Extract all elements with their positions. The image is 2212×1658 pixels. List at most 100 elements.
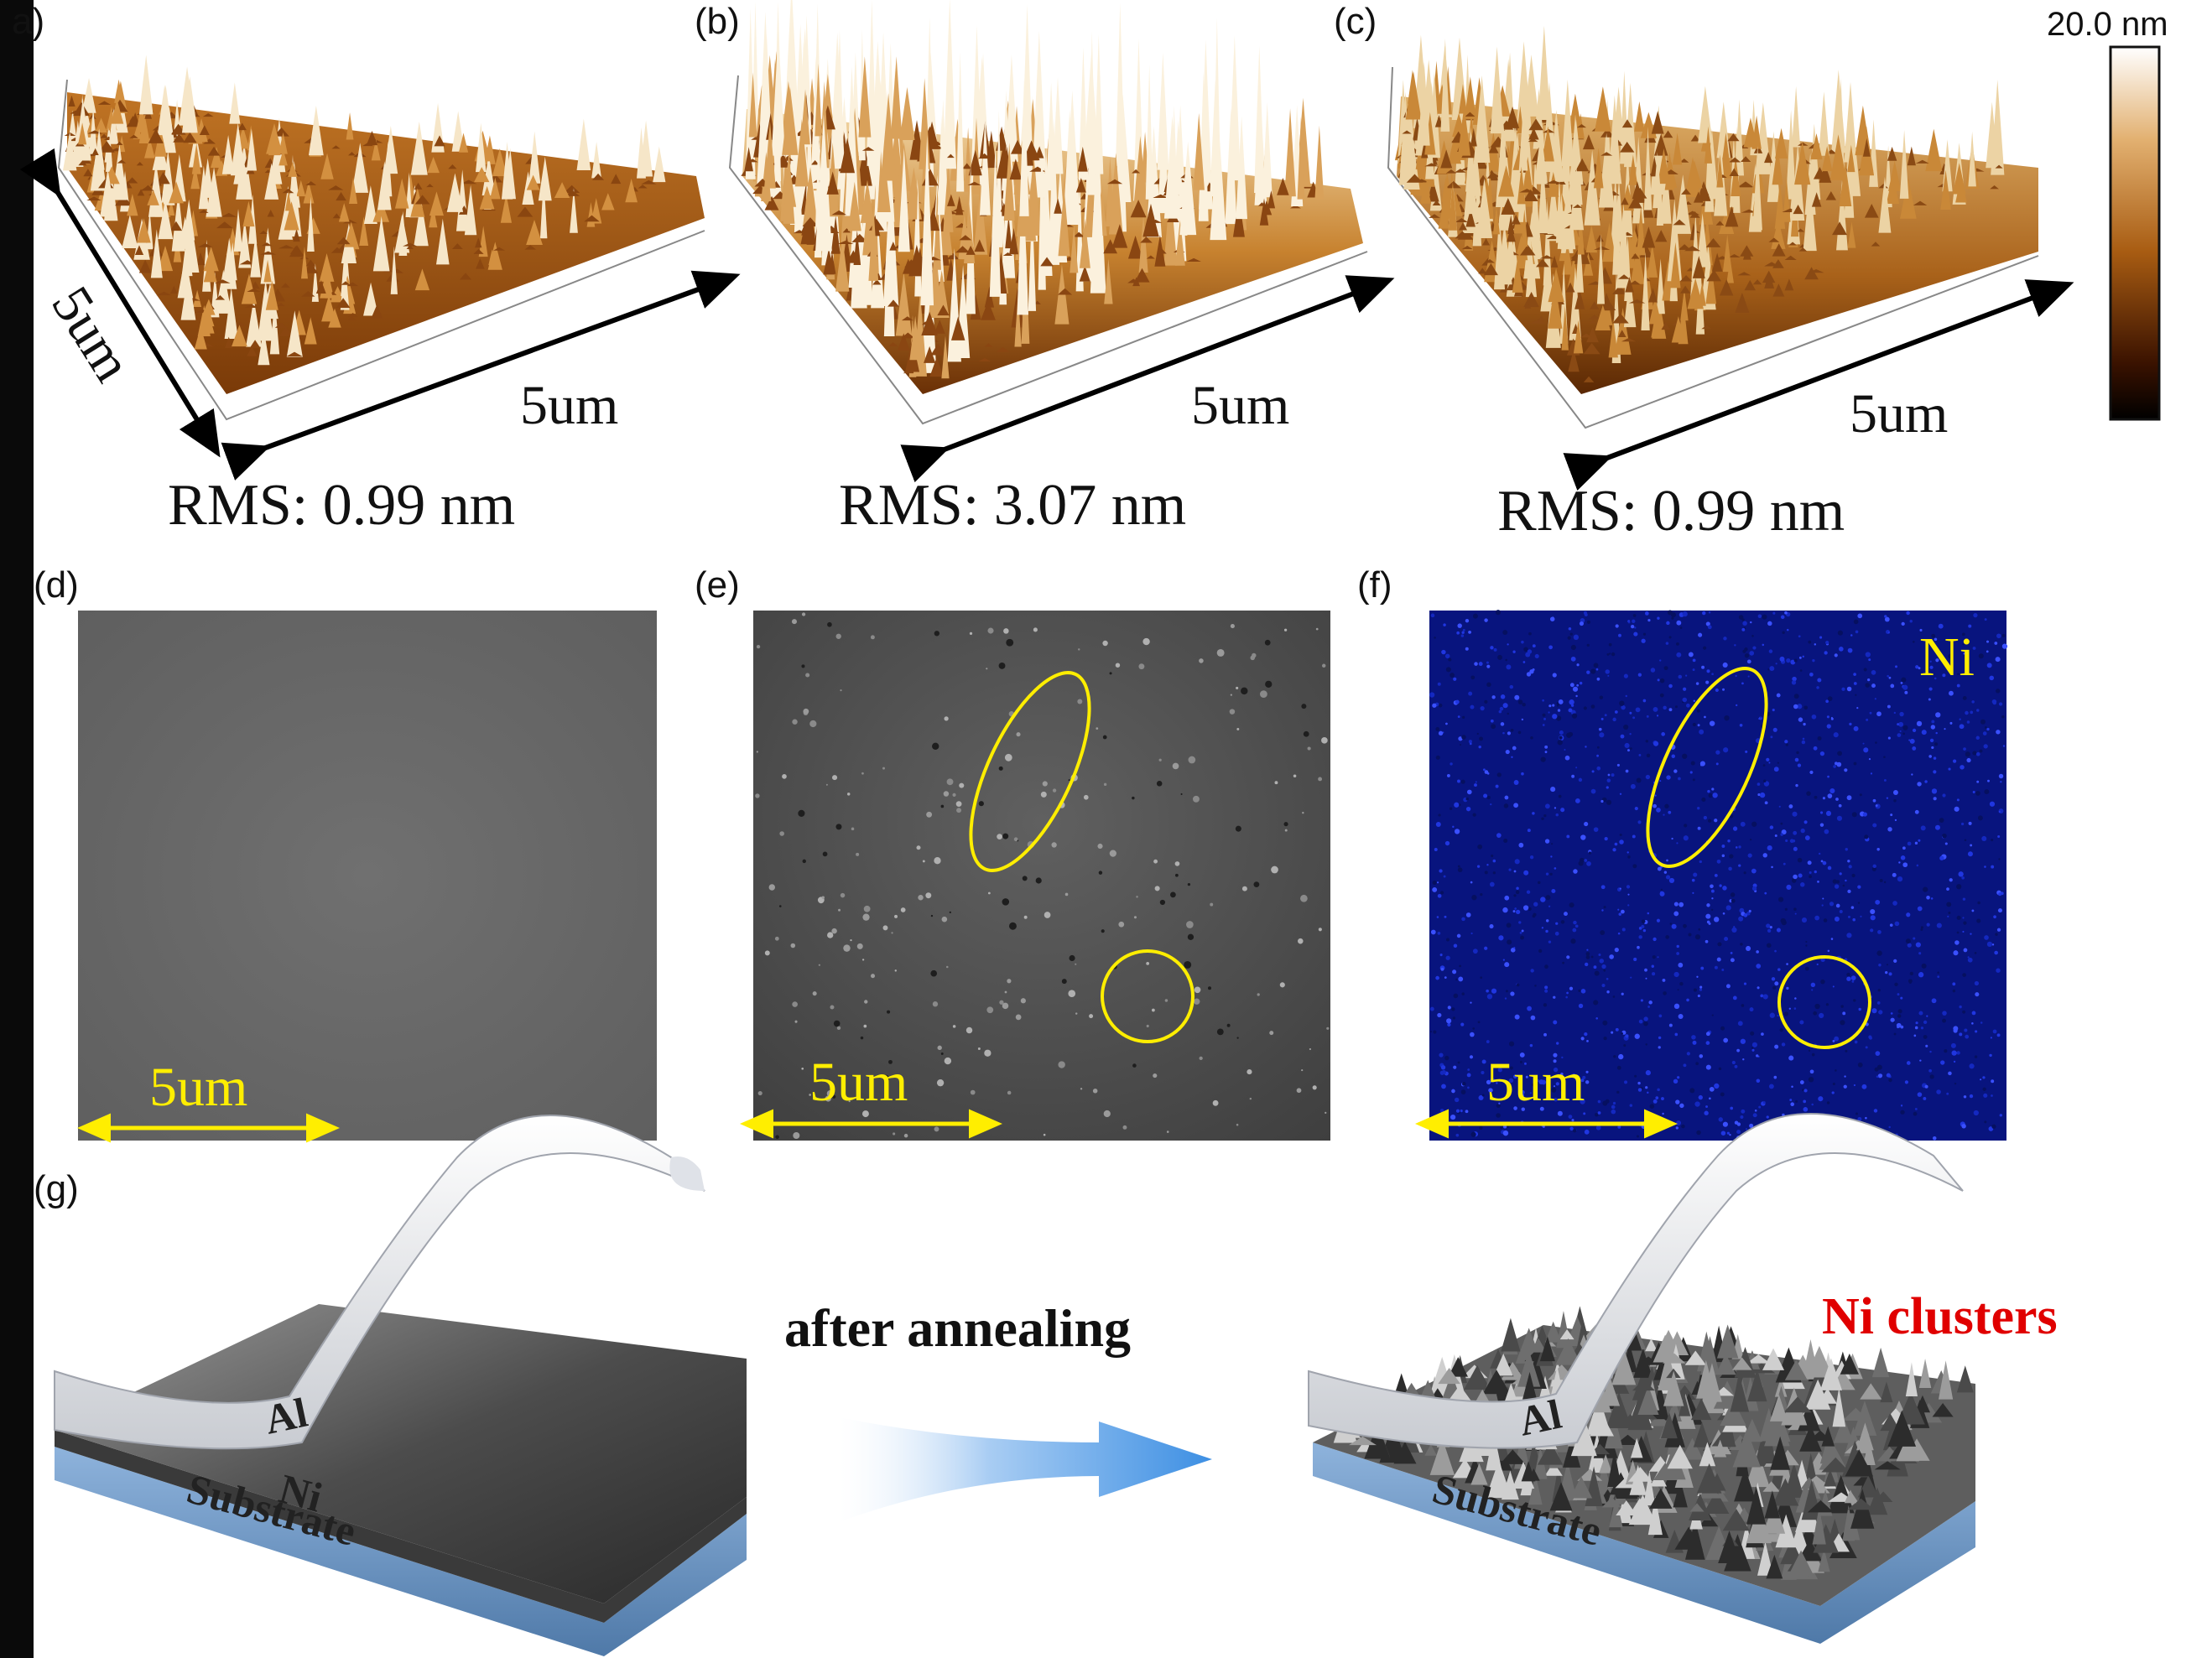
panel-f-speck bbox=[1596, 746, 1600, 749]
panel-f-speck bbox=[1613, 1055, 1616, 1058]
panel-f-speck bbox=[1692, 1040, 1697, 1045]
panel-f-speck bbox=[1994, 950, 1998, 955]
panel-e-speck bbox=[805, 673, 810, 678]
panel-a-peak bbox=[363, 185, 377, 225]
panel-f-speck bbox=[1555, 1082, 1559, 1086]
panel-a-peak bbox=[458, 205, 470, 215]
panel-e-speck bbox=[932, 742, 939, 751]
panel-f-speck bbox=[1621, 1032, 1623, 1035]
ni-cluster-peak bbox=[1674, 1526, 1703, 1550]
panel-f-speck bbox=[1741, 1109, 1746, 1114]
panel-c-peak bbox=[1788, 242, 1797, 246]
panel-f-speck bbox=[1857, 902, 1861, 904]
panel-f-speck bbox=[1532, 644, 1536, 648]
panel-f-speck bbox=[1689, 1088, 1695, 1094]
panel-f-speck bbox=[1638, 1019, 1643, 1024]
panel-f-speck bbox=[1777, 968, 1781, 971]
panel-f-speck bbox=[1805, 940, 1808, 943]
panel-b-peak bbox=[826, 171, 839, 195]
panel-f-speck bbox=[1865, 1046, 1868, 1049]
panel-c-peak bbox=[1798, 247, 1808, 252]
panel-f-speck bbox=[1593, 1000, 1599, 1006]
panel-e-speck bbox=[1008, 922, 1017, 930]
panel-f-speck bbox=[1937, 975, 1940, 979]
panel-b-peak bbox=[1153, 194, 1169, 198]
panel-f-speck bbox=[1603, 969, 1606, 972]
panel-f-speck bbox=[1856, 707, 1859, 709]
panel-c-peak bbox=[1794, 141, 1811, 185]
panel-f-speck bbox=[1523, 870, 1529, 876]
ni-cluster-peak bbox=[1664, 1412, 1685, 1448]
panel-f-speck bbox=[1498, 1102, 1501, 1104]
ni-cluster-peak bbox=[1620, 1413, 1641, 1427]
panel-f-speck bbox=[1616, 1090, 1620, 1094]
panel-f-speck bbox=[1652, 937, 1657, 942]
panel-c-peak bbox=[1678, 244, 1691, 250]
panel-f-speck bbox=[1827, 949, 1830, 953]
panel-f-speck bbox=[1762, 994, 1768, 1000]
panel-f-speck bbox=[1846, 933, 1852, 938]
panel-c-peak bbox=[1632, 187, 1647, 199]
panel-f-speck bbox=[1786, 884, 1792, 890]
panel-f-speck bbox=[1692, 778, 1695, 782]
panel-f-speck bbox=[1811, 1103, 1814, 1106]
panel-f-speck bbox=[1925, 1044, 1928, 1047]
panel-f-speck bbox=[1618, 633, 1621, 637]
ni-cluster-peak bbox=[1711, 1429, 1736, 1447]
panel-f-speck bbox=[1486, 994, 1493, 1000]
panel-a-peak bbox=[308, 105, 324, 156]
panel-f-speck bbox=[1430, 1031, 1433, 1033]
panel-f-speck bbox=[1884, 616, 1890, 622]
panel-e-speck bbox=[755, 793, 760, 798]
panel-c-peak bbox=[1651, 111, 1664, 134]
panel-c-peak bbox=[1690, 134, 1700, 142]
panel-f-speck bbox=[1801, 740, 1806, 745]
panel-f-speck bbox=[1997, 908, 2002, 913]
panel-f-speck bbox=[1624, 1080, 1628, 1084]
panel-f-speck bbox=[1839, 909, 1843, 914]
panel-c-x-arrow bbox=[1563, 279, 2074, 491]
panel-f-speck bbox=[1986, 640, 1990, 643]
panel-c-peak bbox=[1600, 152, 1613, 156]
panel-f-speck bbox=[1917, 782, 1922, 787]
panel-f-speck bbox=[1766, 757, 1770, 762]
panel-f-speck bbox=[1793, 694, 1799, 699]
panel-c-peak bbox=[1692, 256, 1705, 278]
panel-e-speck bbox=[775, 1135, 779, 1140]
ni-cluster-peak bbox=[1663, 1353, 1686, 1364]
panel-f-speck bbox=[1954, 806, 1960, 812]
panel-f-speck bbox=[1709, 1086, 1715, 1092]
panel-f-speck bbox=[1661, 732, 1666, 736]
panel-f-speck bbox=[1928, 698, 1931, 701]
panel-f-speck bbox=[1451, 1007, 1455, 1011]
panel-f-speck bbox=[1569, 902, 1574, 908]
panel-f-speck bbox=[1749, 1123, 1754, 1128]
panel-f-speck bbox=[1870, 908, 1876, 915]
panel-f-speck bbox=[1439, 891, 1444, 895]
panel-f-speck bbox=[1564, 912, 1568, 917]
panel-a-peak bbox=[129, 116, 137, 122]
panel-f-speck bbox=[1809, 1069, 1814, 1074]
panel-c-peak bbox=[1679, 159, 1689, 163]
panel-b-x-dim: 5um bbox=[1191, 375, 1289, 436]
panel-d: (d) 5um bbox=[34, 564, 657, 1143]
panel-f-speck bbox=[1890, 1012, 1893, 1015]
panel-f-speck bbox=[1970, 933, 1972, 935]
panel-c-peak bbox=[1792, 86, 1801, 148]
panel-f-speck bbox=[1770, 735, 1773, 739]
panel-f-speck bbox=[1514, 859, 1520, 865]
panel-f-speck bbox=[1460, 634, 1465, 637]
panel-a-peak bbox=[479, 185, 495, 210]
panel-f-speck bbox=[1836, 761, 1842, 767]
panel-f-speck bbox=[1963, 948, 1968, 953]
ni-cluster-peak bbox=[1714, 1439, 1727, 1458]
panel-f-speck bbox=[1948, 911, 1951, 914]
ni-cluster-peak bbox=[1716, 1324, 1739, 1359]
panel-f-speck bbox=[1486, 795, 1491, 800]
panel-b-peak bbox=[1262, 101, 1273, 198]
panel-e-speck bbox=[1174, 861, 1180, 866]
ni-cluster-peak bbox=[1647, 1414, 1672, 1427]
panel-f-speck bbox=[1741, 1004, 1745, 1007]
panel-f-speck bbox=[1918, 667, 1921, 670]
panel-f-speck bbox=[1962, 973, 1966, 977]
